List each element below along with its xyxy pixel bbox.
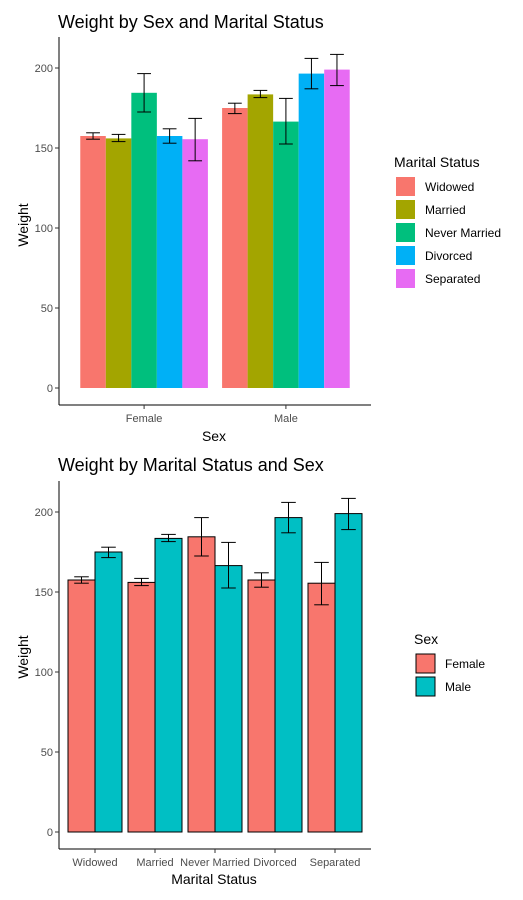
x-axis-title: Marital Status — [171, 871, 257, 887]
bar-female-separated — [182, 139, 208, 388]
y-tick-label: 200 — [35, 507, 53, 519]
y-tick-label: 0 — [47, 383, 53, 395]
error-bar-female-married — [111, 133, 126, 143]
error-bar-female-separated — [188, 117, 203, 162]
legend-title: Marital Status — [394, 154, 480, 170]
x-tick-label: Widowed — [72, 857, 117, 869]
y-tick-label: 100 — [35, 667, 53, 679]
x-tick-label: Separated — [310, 857, 361, 869]
bar-married-male — [154, 537, 183, 833]
chart-title: Weight by Sex and Marital Status — [58, 12, 324, 32]
error-bar-widowed-male — [101, 546, 116, 559]
chart-weight-by-marital-status: Weight by Marital Status and Sex 0 50 100 1… — [15, 455, 485, 887]
y-axis-title: Weight — [15, 635, 31, 678]
bar-separated-male — [334, 513, 363, 833]
bar-divorced-female — [247, 579, 276, 833]
error-bar-separated-female — [314, 561, 329, 606]
bar-female-widowed — [80, 136, 106, 388]
bar-male-divorced — [298, 73, 325, 388]
error-bar-female-divorced — [162, 128, 177, 144]
error-bar-separated-male — [341, 497, 356, 531]
y-axis-title: Weight — [15, 203, 31, 246]
chart-title: Weight by Marital Status and Sex — [58, 455, 324, 475]
legend-label-never-married: Never Married — [425, 226, 501, 240]
x-axis-title: Sex — [202, 428, 226, 444]
error-bar-male-separated — [330, 53, 344, 87]
legend-key-male — [415, 676, 436, 697]
legend-label-male: Male — [445, 680, 471, 694]
bar-female-divorced — [156, 136, 183, 388]
x-tick-label: Male — [274, 413, 298, 425]
x-tick-label: Divorced — [253, 857, 296, 869]
y-tick-label: 50 — [41, 747, 53, 759]
y-tick-label: 100 — [35, 223, 53, 235]
y-tick-label: 50 — [41, 303, 53, 315]
error-bar-male-never-married — [279, 97, 293, 145]
bar-widowed-female — [67, 579, 96, 833]
y-tick-label: 0 — [47, 827, 53, 839]
legend-title: Sex — [414, 631, 438, 647]
bar-divorced-male — [274, 517, 303, 833]
legend-label-separated: Separated — [425, 272, 480, 286]
error-bar-male-widowed — [227, 102, 242, 115]
bar-never-married-female — [187, 536, 216, 833]
legend-key-separated — [396, 269, 415, 288]
x-tick-label: Female — [126, 413, 163, 425]
error-bar-never-married-female — [194, 517, 209, 557]
bar-married-female — [127, 581, 156, 833]
legend-key-female — [415, 653, 436, 674]
error-bar-never-married-male — [221, 541, 236, 589]
error-bar-male-divorced — [304, 57, 319, 90]
bar-never-married-male — [214, 565, 243, 833]
bar-female-married — [105, 138, 132, 388]
y-tick-label: 150 — [35, 143, 53, 155]
y-tick-label: 200 — [35, 63, 53, 75]
x-tick-label: Never Married — [180, 857, 250, 869]
error-bar-divorced-male — [281, 501, 296, 534]
error-bar-widowed-female — [74, 576, 89, 584]
error-bar-female-never-married — [137, 73, 151, 113]
bar-male-never-married — [273, 121, 299, 388]
x-tick-label: Married — [136, 857, 173, 869]
chart-weight-by-sex: Weight by Sex and Marital Status 0 50 100 1… — [15, 12, 501, 444]
legend-label-divorced: Divorced — [425, 249, 472, 263]
legend-key-widowed — [396, 177, 415, 196]
bar-male-married — [247, 94, 274, 389]
bar-male-separated — [324, 69, 350, 388]
y-tick-label: 150 — [35, 587, 53, 599]
legend-label-female: Female — [445, 657, 485, 671]
legend-label-married: Married — [425, 203, 466, 217]
error-bar-divorced-female — [254, 572, 269, 588]
error-bar-married-female — [134, 577, 149, 587]
error-bar-married-male — [161, 533, 176, 543]
bar-separated-female — [307, 582, 336, 833]
bar-male-widowed — [222, 108, 248, 388]
legend-key-never-married — [396, 223, 415, 242]
error-bar-male-married — [253, 89, 268, 99]
bar-female-never-married — [131, 92, 157, 389]
bar-widowed-male — [94, 551, 123, 833]
error-bar-female-widowed — [86, 132, 100, 140]
legend-key-divorced — [396, 246, 415, 265]
legend-key-married — [396, 200, 415, 219]
legend-label-widowed: Widowed — [425, 180, 474, 194]
